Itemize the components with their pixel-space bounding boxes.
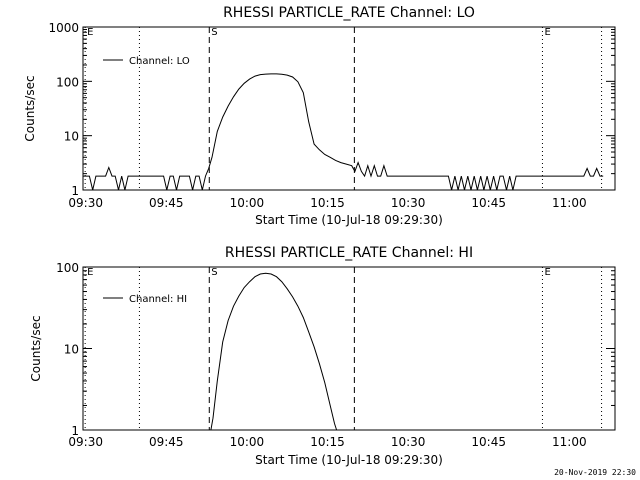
marker-label: S <box>211 267 217 278</box>
x-tick-label: 10:30 <box>391 435 426 449</box>
y-tick-label: 10 <box>64 343 79 357</box>
marker-label: S <box>211 27 217 38</box>
y-axis-label: Counts/sec <box>23 75 37 141</box>
y-tick-label: 1 <box>71 184 79 198</box>
x-tick-label: 10:45 <box>471 196 506 210</box>
plot-frame <box>82 26 616 191</box>
x-tick-label: 09:30 <box>68 196 103 210</box>
x-tick-label: 10:00 <box>230 435 265 449</box>
y-axis-label: Counts/sec <box>29 315 43 381</box>
panel-hi: RHESSI PARTICLE_RATE Channel: HI 09:30 09:… <box>29 245 616 467</box>
legend-label: Channel: HI <box>129 294 187 305</box>
chart-title: RHESSI PARTICLE_RATE Channel: HI <box>225 245 473 261</box>
y-tick-label: 100 <box>56 261 79 275</box>
x-tick-label: 09:45 <box>149 435 184 449</box>
marker-label: E <box>544 27 550 38</box>
x-tick-label: 10:00 <box>230 196 265 210</box>
x-axis-label: Start Time (10-Jul-18 09:29:30) <box>255 213 443 227</box>
series-line <box>210 272 338 431</box>
x-tick-label: 10:15 <box>310 196 345 210</box>
x-tick-label: 10:30 <box>391 196 426 210</box>
legend-label: Channel: LO <box>129 56 190 67</box>
panel-lo: RHESSI PARTICLE_RATE Channel: LO 09:30 09:… <box>23 5 616 227</box>
x-tick-label: 10:15 <box>310 435 345 449</box>
marker-label: E <box>87 267 93 278</box>
x-tick-label: 09:30 <box>68 435 103 449</box>
chart-title: RHESSI PARTICLE_RATE Channel: LO <box>223 5 475 21</box>
y-tick-label: 1000 <box>48 21 79 35</box>
x-axis-label: Start Time (10-Jul-18 09:29:30) <box>255 453 443 467</box>
x-tick-label: 11:00 <box>552 435 587 449</box>
marker-label: E <box>544 267 550 278</box>
y-tick-label: 1 <box>71 424 79 438</box>
x-tick-label: 11:00 <box>552 196 587 210</box>
x-tick-label: 10:45 <box>471 435 506 449</box>
marker-label: E <box>87 27 93 38</box>
y-tick-label: 10 <box>64 130 79 144</box>
timestamp-footer: 20-Nov-2019 22:30 <box>554 468 636 477</box>
x-tick-label: 09:45 <box>149 196 184 210</box>
series-line <box>83 73 604 191</box>
y-tick-label: 100 <box>56 75 79 89</box>
